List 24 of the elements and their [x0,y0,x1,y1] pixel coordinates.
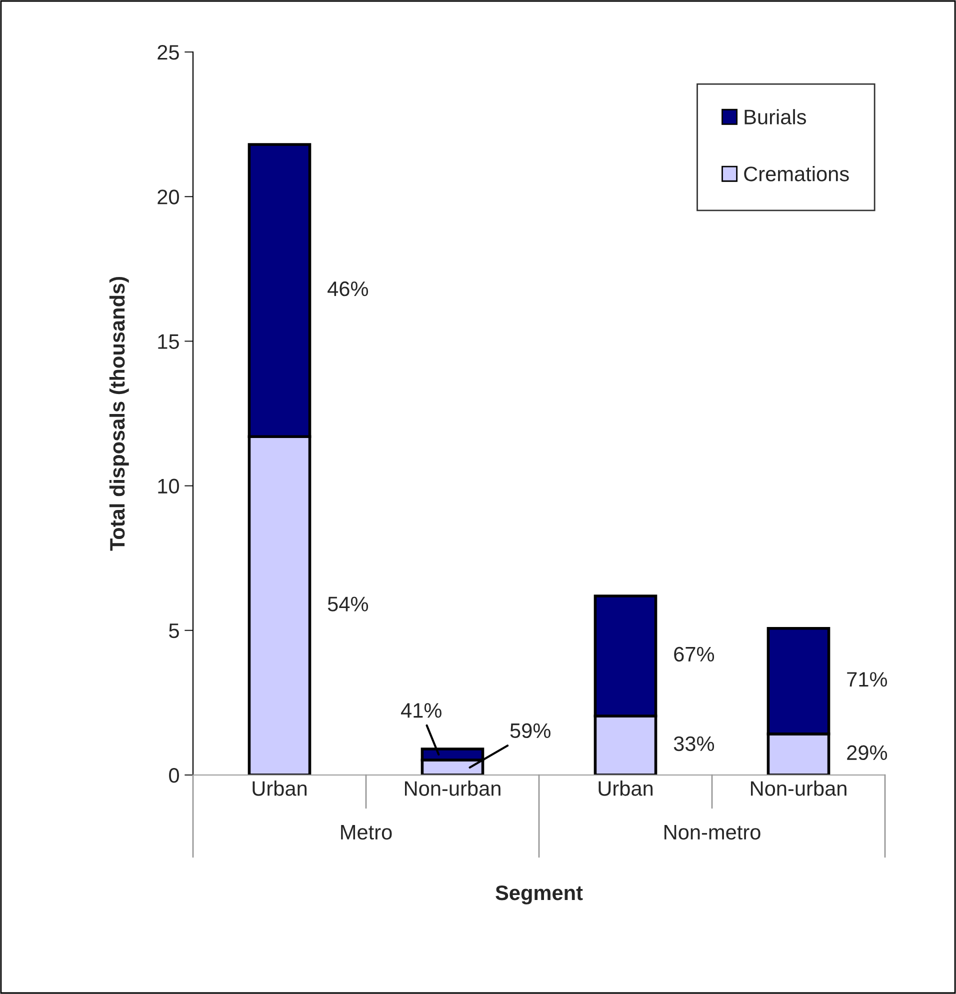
text: Metro [341,825,392,840]
annotation: 71% [847,672,888,687]
y-tick-label: 5 [169,624,179,638]
annotation: 41% [400,703,442,718]
annotation: 54% [328,596,368,612]
y-axis-title: Total disposals (thousands) [109,276,129,551]
annotation: 59% [510,723,550,738]
annotation: 33% [674,736,714,752]
annotation: 29% [847,745,888,760]
y-tick-label: 10 [158,478,179,494]
x-tick-label: Urban [598,780,653,796]
text: Non-metro [664,825,760,840]
legend-label: Cremations [744,166,849,182]
y-tick-label: 20 [158,190,179,204]
y-tick-label: 0 [169,768,179,783]
annotation: 46% [328,281,368,296]
x-axis-title: Segment [496,885,583,904]
x-tick-label: Non-urban [750,780,846,796]
y-tick-label: 15 [158,334,179,349]
annotation: 67% [674,646,714,662]
legend-label: Burials [744,109,806,124]
y-tick-label: 25 [158,45,179,60]
x-tick-label: Urban [252,780,307,796]
x-tick-label: Non-urban [404,780,500,796]
